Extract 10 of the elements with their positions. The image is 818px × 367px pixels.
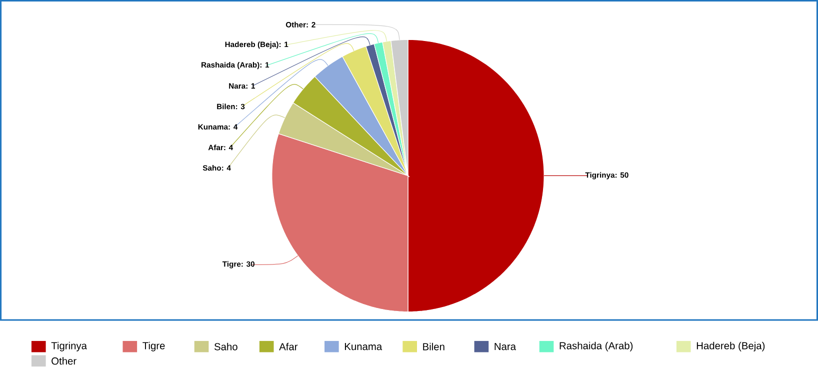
legend-label: Saho — [214, 343, 238, 351]
legend-label: Hadereb (Beja) — [696, 342, 765, 352]
legend-label: Afar — [279, 343, 298, 351]
legend-label: Rashaida (Arab) — [560, 342, 633, 352]
legend-label: Kunama — [344, 343, 382, 350]
legend-label: Bilen — [423, 343, 444, 351]
legend-label: Other — [52, 357, 76, 365]
legend-label: Tigre — [142, 342, 165, 352]
legend-label: Nara — [494, 343, 516, 350]
legend-label: Tigrinya — [51, 342, 87, 352]
